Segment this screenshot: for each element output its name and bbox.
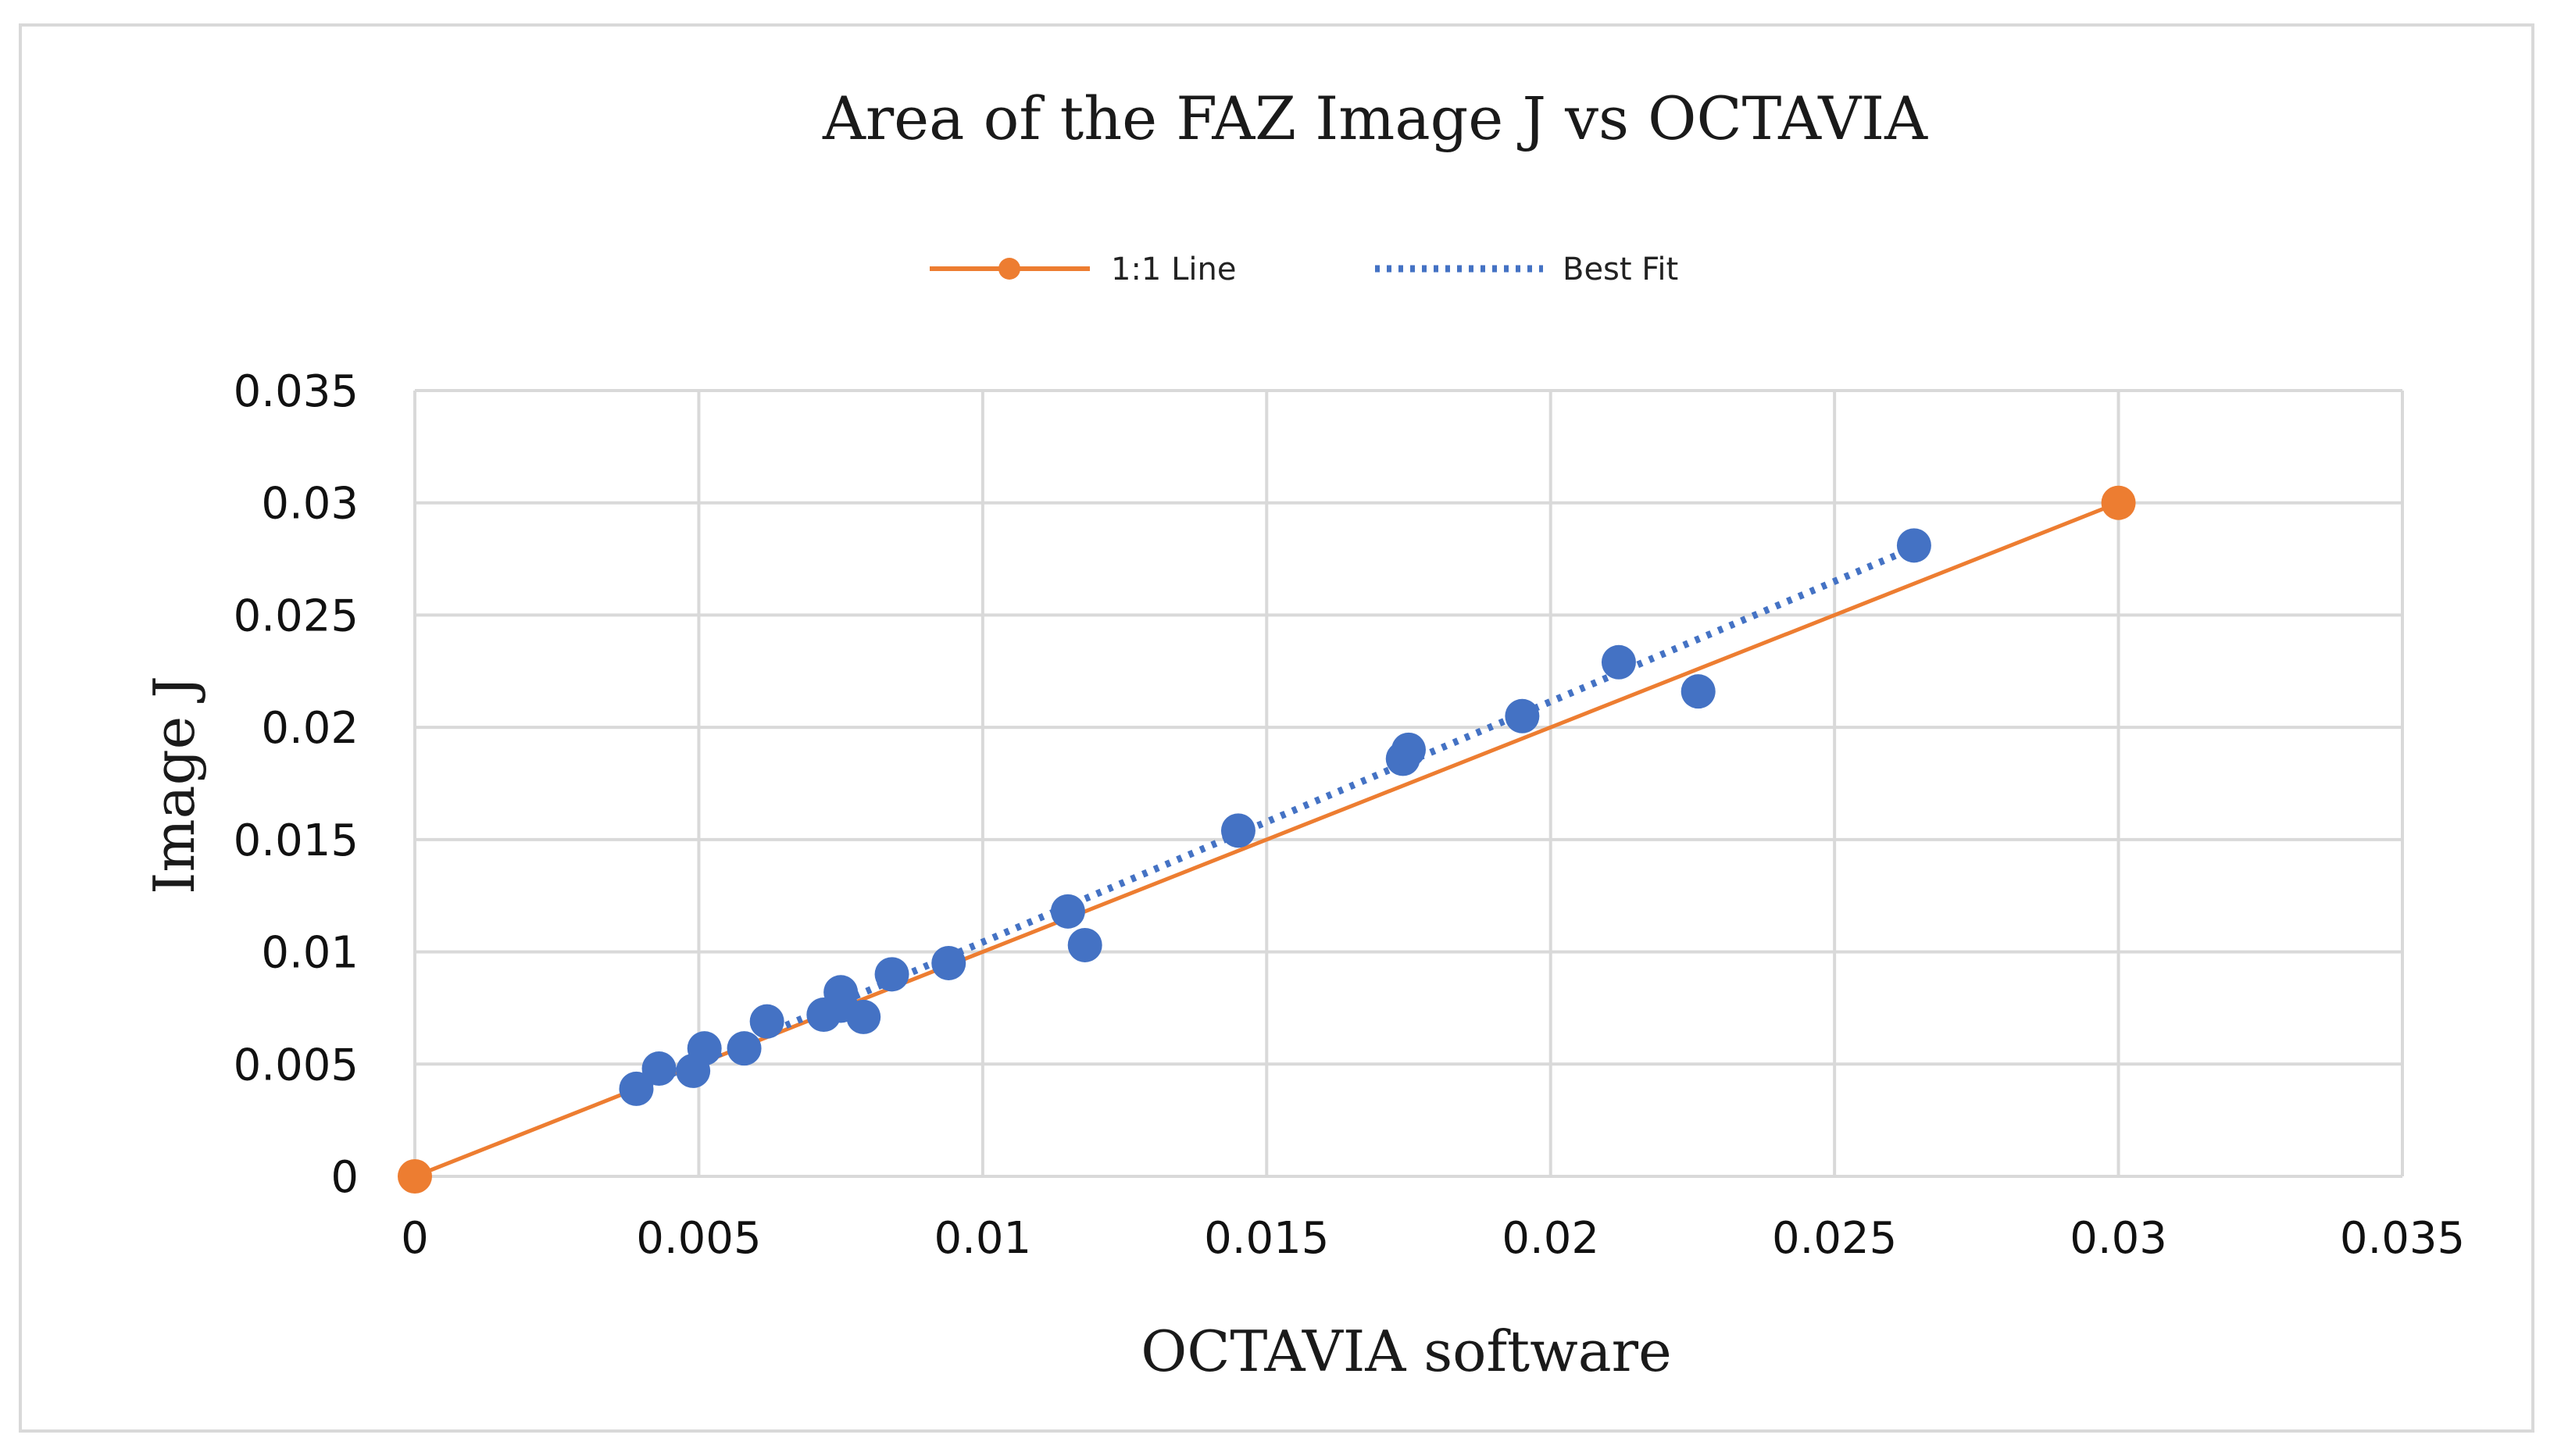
legend-marker-1-1 xyxy=(998,258,1020,280)
y-tick-label: 0.01 xyxy=(261,928,359,979)
data-point xyxy=(931,945,966,980)
x-tick-label: 0.015 xyxy=(1204,1213,1329,1264)
legend: 1:1 Line Best Fit xyxy=(930,252,1678,287)
data-point xyxy=(641,1051,677,1087)
data-point xyxy=(1220,813,1255,848)
y-tick-label: 0.025 xyxy=(234,591,359,641)
data-point xyxy=(1896,528,1931,563)
y-tick-label: 0.015 xyxy=(234,815,359,866)
x-tick-label: 0.035 xyxy=(2340,1213,2465,1264)
grid xyxy=(413,389,2404,1178)
data-point xyxy=(687,1031,722,1066)
chart-title: Area of the FAZ Image J vs OCTAVIA xyxy=(822,84,1928,153)
x-axis-title: OCTAVIA software xyxy=(1141,1319,1671,1384)
legend-label-1-1: 1:1 Line xyxy=(1111,252,1236,287)
series-layer xyxy=(398,485,2136,1194)
x-tick-label: 0.005 xyxy=(636,1213,761,1264)
data-point xyxy=(1050,894,1085,929)
y-tick-label: 0.035 xyxy=(234,366,359,417)
x-tick-label: 0.01 xyxy=(934,1213,1032,1264)
y-axis-title: Image J xyxy=(141,676,207,894)
data-point xyxy=(1391,732,1426,767)
y-tick-label: 0.03 xyxy=(261,479,359,530)
x-tick-label: 0.025 xyxy=(1772,1213,1897,1264)
data-point xyxy=(749,1004,784,1039)
y-tick-label: 0.005 xyxy=(234,1040,359,1090)
y-axis-ticks: 0 0.005 0.01 0.015 0.02 0.025 0.03 0.035 xyxy=(234,366,359,1203)
x-tick-label: 0 xyxy=(401,1213,429,1264)
data-point xyxy=(1067,927,1102,962)
data-point xyxy=(1601,644,1636,680)
one-to-one-marker xyxy=(2101,485,2136,520)
x-axis-ticks: 0 0.005 0.01 0.015 0.02 0.025 0.03 0.035 xyxy=(401,1213,2465,1264)
data-point xyxy=(727,1031,762,1066)
legend-label-best-fit: Best Fit xyxy=(1563,252,1678,287)
y-tick-label: 0.02 xyxy=(261,703,359,754)
data-point xyxy=(874,957,909,992)
data-point xyxy=(846,999,881,1034)
data-point xyxy=(823,975,859,1010)
y-tick-label: 0 xyxy=(330,1152,359,1203)
x-tick-label: 0.03 xyxy=(2070,1213,2167,1264)
data-point xyxy=(1505,698,1540,733)
one-to-one-marker xyxy=(398,1159,432,1194)
data-point xyxy=(1681,674,1716,709)
x-tick-label: 0.02 xyxy=(1502,1213,1599,1264)
data-point xyxy=(619,1071,654,1106)
